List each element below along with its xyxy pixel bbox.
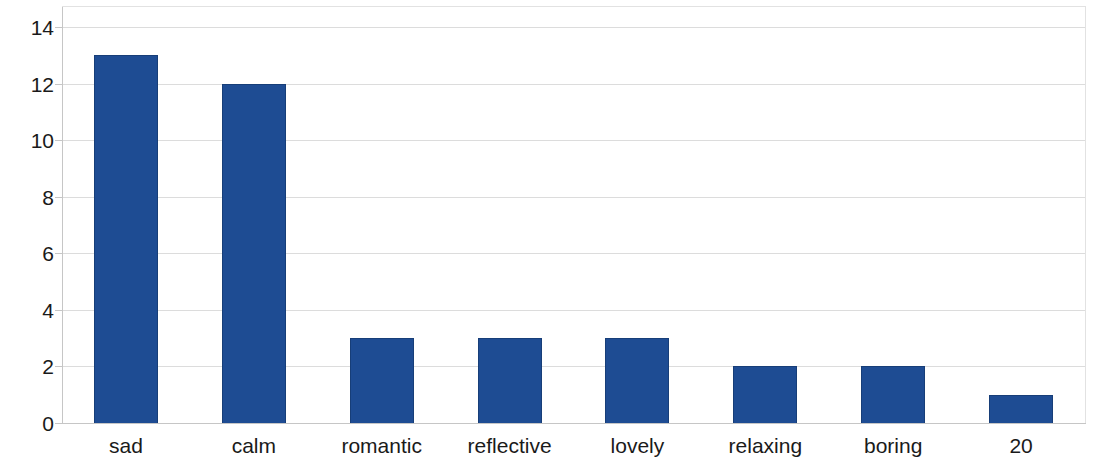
x-category-label-lovely: lovely	[611, 434, 665, 458]
y-tick-label: 4	[2, 300, 54, 321]
bar-romantic	[350, 338, 414, 423]
y-tick-label: 10	[2, 130, 54, 151]
x-category-label-relaxing: relaxing	[729, 434, 803, 458]
y-tick-mark	[55, 310, 62, 311]
x-category-label-romantic: romantic	[341, 434, 422, 458]
y-tick-label: 2	[2, 356, 54, 377]
x-category-label-boring: boring	[864, 434, 922, 458]
bar-relaxing	[733, 366, 797, 423]
x-category-label-calm: calm	[232, 434, 276, 458]
y-tick-label: 8	[2, 187, 54, 208]
y-tick-label: 12	[2, 74, 54, 95]
y-tick-mark	[55, 84, 62, 85]
plot-area	[62, 6, 1085, 423]
x-category-label-20: 20	[1009, 434, 1032, 458]
y-tick-label: 6	[2, 243, 54, 264]
x-axis-line	[62, 423, 1086, 424]
y-tick-label: 0	[2, 413, 54, 434]
bar-lovely	[605, 338, 669, 423]
bar-calm	[222, 84, 286, 423]
plot-right-border	[1085, 6, 1086, 423]
bar-boring	[861, 366, 925, 423]
y-tick-mark	[55, 27, 62, 28]
y-tick-label: 14	[2, 17, 54, 38]
y-tick-mark	[55, 253, 62, 254]
x-category-label-sad: sad	[109, 434, 143, 458]
x-category-label-reflective: reflective	[468, 434, 552, 458]
bar-sad	[94, 55, 158, 423]
y-tick-mark	[55, 366, 62, 367]
bar-20	[989, 395, 1053, 423]
bar-chart: 0 2 4 6 8 10 12 14 sad calm romantic reflective lov…	[0, 0, 1105, 471]
plot-top-border	[62, 6, 1085, 7]
y-tick-mark	[55, 140, 62, 141]
y-tick-mark	[55, 197, 62, 198]
y-axis-line	[62, 6, 63, 423]
y-tick-mark	[55, 423, 62, 424]
bar-reflective	[478, 338, 542, 423]
